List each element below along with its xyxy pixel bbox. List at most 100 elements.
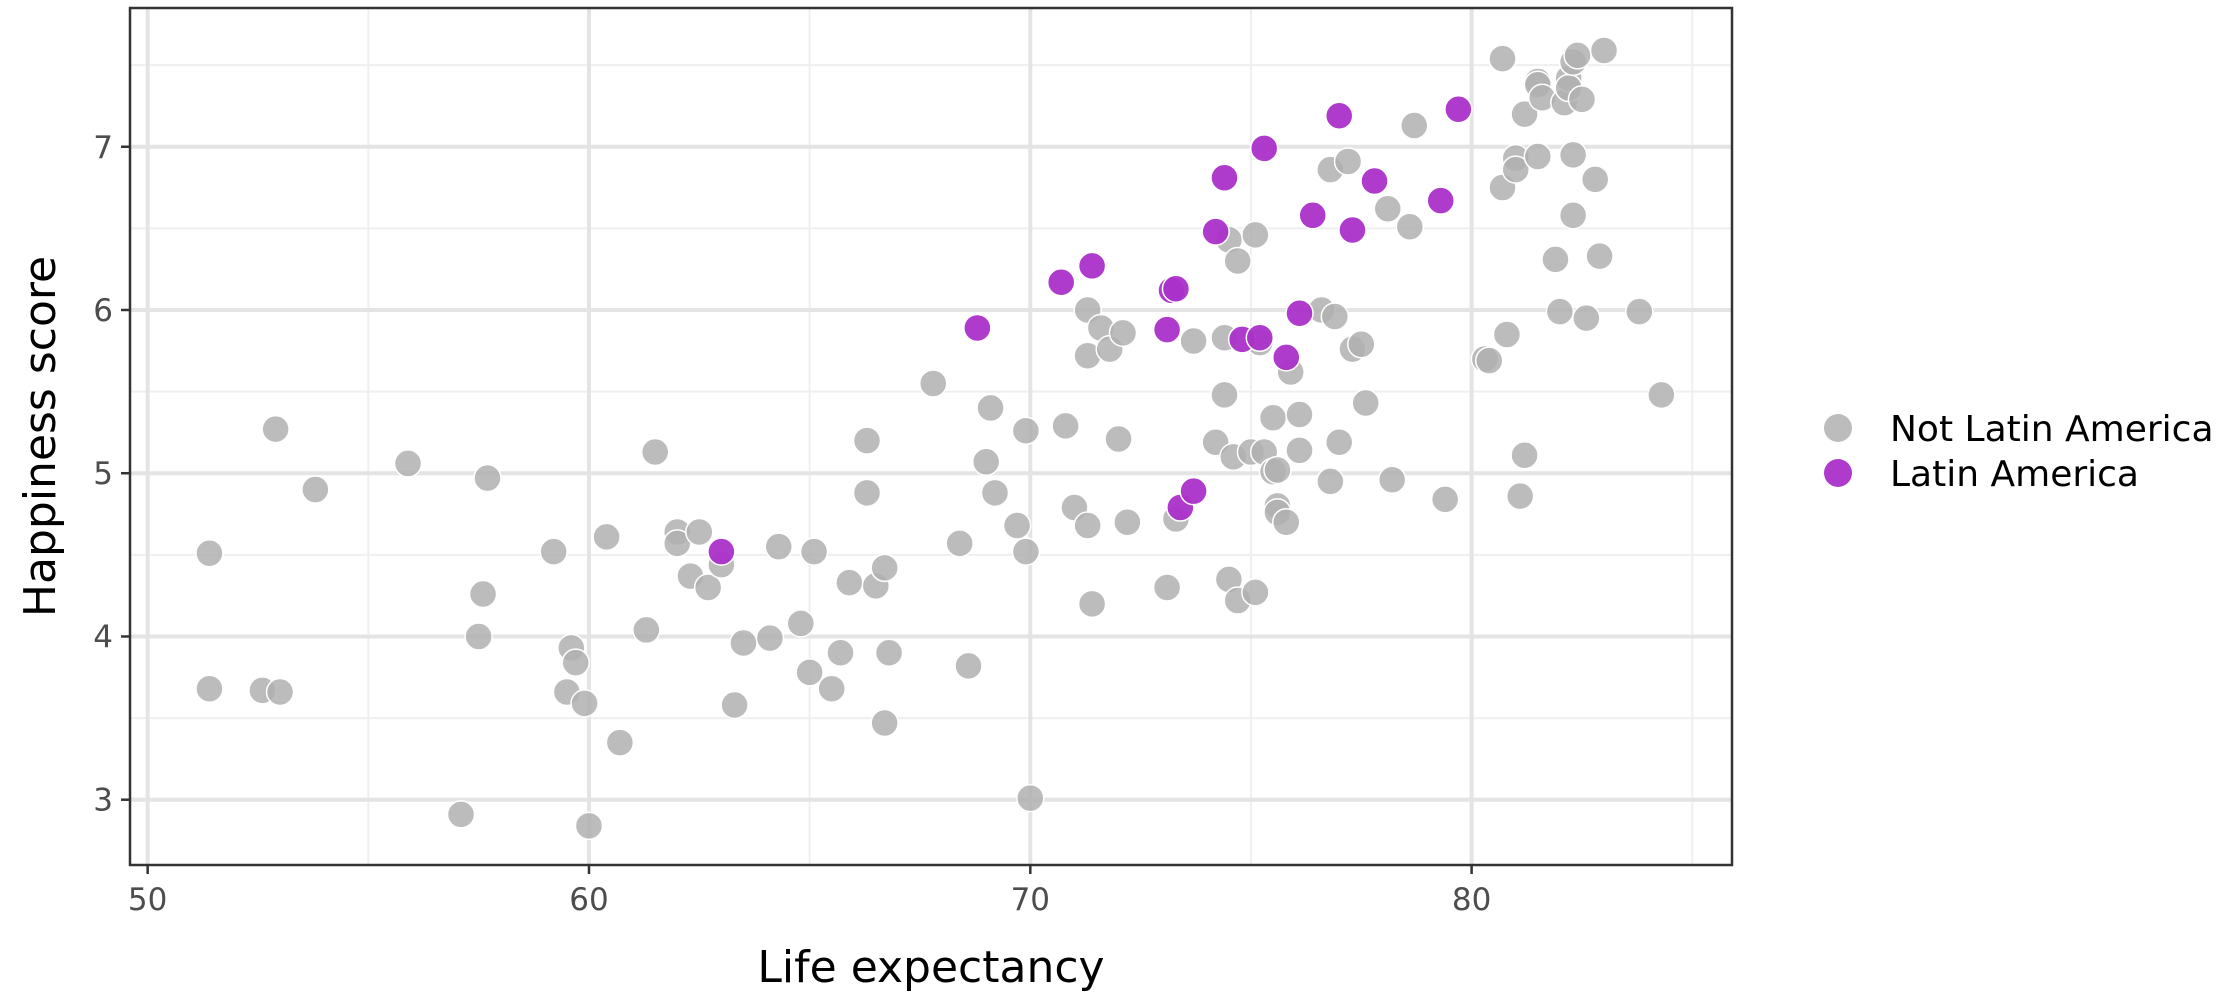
point-not-latin-america [954,651,983,681]
point-not-latin-america [1585,241,1614,271]
plot-panel [128,6,1734,867]
point-not-latin-america [1563,41,1592,70]
point-latin-america [1249,134,1279,163]
point-latin-america [1152,315,1182,344]
point-not-latin-america [1377,465,1407,495]
point-not-latin-america [265,677,295,707]
point-not-latin-america [874,638,904,668]
point-not-latin-america [799,537,829,566]
point-not-latin-america [1011,416,1041,446]
point-not-latin-america [592,522,621,552]
point-not-latin-america [835,568,864,597]
point-not-latin-america [1316,467,1345,496]
y-tick-label: 5 [93,456,113,492]
point-not-latin-america [852,478,882,508]
y-tick-label: 4 [93,619,113,655]
legend: Not Latin America Latin America [1824,409,2214,495]
point-latin-america [1360,166,1389,196]
point-not-latin-america [729,628,758,658]
point-not-latin-america [1501,155,1531,184]
point-not-latin-america [1152,573,1182,602]
point-not-latin-america [795,658,824,687]
point-not-latin-america [539,537,568,566]
point-latin-america [1426,186,1455,215]
point-not-latin-america [1333,147,1363,176]
x-tick-label: 70 [1011,882,1050,918]
point-latin-america [1077,251,1107,281]
point-latin-america [1245,323,1275,352]
point-not-latin-america [1285,436,1314,465]
point-not-latin-america [1373,194,1403,224]
point-not-latin-america [195,538,224,568]
point-not-latin-america [870,553,899,583]
y-tick-label: 6 [93,293,113,329]
axes: 50 60 70 80 3 4 5 6 7 [93,130,1491,918]
point-not-latin-america [720,690,749,720]
point-not-latin-america [980,478,1010,508]
point-not-latin-america [473,463,502,493]
point-not-latin-america [1258,403,1288,432]
point-not-latin-america [1541,245,1570,274]
point-not-latin-america [1241,220,1270,250]
point-not-latin-america [464,622,493,651]
point-not-latin-america [1510,441,1539,470]
point-not-latin-america [971,447,1001,477]
point-latin-america [1161,274,1191,304]
point-not-latin-america [817,674,846,703]
point-not-latin-america [1505,481,1535,511]
point-latin-america [1324,101,1354,130]
point-not-latin-america [1572,303,1601,333]
point-not-latin-america [1324,427,1354,457]
point-not-latin-america [1002,511,1032,540]
point-latin-america [1046,267,1076,297]
point-not-latin-america [1523,142,1553,171]
grid [130,8,1732,865]
point-latin-america [1338,215,1367,245]
point-not-latin-america [640,437,670,467]
point-not-latin-america [1558,140,1588,170]
point-not-latin-america [1179,326,1208,356]
point-not-latin-america [1016,783,1045,813]
x-tick-label: 80 [1452,882,1491,918]
y-axis-title: Happiness score [15,256,66,617]
point-latin-america [707,537,736,566]
point-not-latin-america [870,708,899,738]
point-not-latin-america [574,811,604,841]
y-tick-label: 3 [93,783,113,819]
point-not-latin-america [1011,537,1041,566]
point-not-latin-america [1430,485,1460,514]
point-not-latin-america [1077,589,1107,619]
legend-label-not-latin-america: Not Latin America [1890,409,2214,450]
point-not-latin-america [261,414,290,444]
point-latin-america [1201,217,1230,246]
data-points [195,36,1676,841]
point-not-latin-america [1347,330,1376,359]
point-not-latin-america [195,674,224,703]
point-not-latin-america [605,728,635,757]
y-tick-label: 7 [93,130,113,166]
point-latin-america [1298,201,1327,230]
point-not-latin-america [1589,36,1619,65]
point-not-latin-america [1558,201,1588,230]
point-not-latin-america [662,529,692,558]
point-not-latin-america [918,369,948,398]
point-not-latin-america [1272,507,1301,537]
point-not-latin-america [1241,578,1270,607]
point-latin-america [963,313,992,343]
point-not-latin-america [976,393,1005,423]
x-tick-label: 50 [128,882,167,918]
point-latin-america [1179,476,1208,506]
point-not-latin-america [1108,318,1138,348]
point-not-latin-america [1395,212,1425,241]
point-not-latin-america [1545,297,1575,326]
point-latin-america [1444,94,1473,124]
point-not-latin-america [1051,411,1080,441]
point-not-latin-america [561,648,590,677]
point-not-latin-america [1073,511,1102,540]
point-not-latin-america [1492,320,1522,349]
point-not-latin-america [1104,424,1133,454]
point-not-latin-america [1351,388,1380,418]
point-not-latin-america [764,532,793,561]
point-not-latin-america [693,573,723,602]
